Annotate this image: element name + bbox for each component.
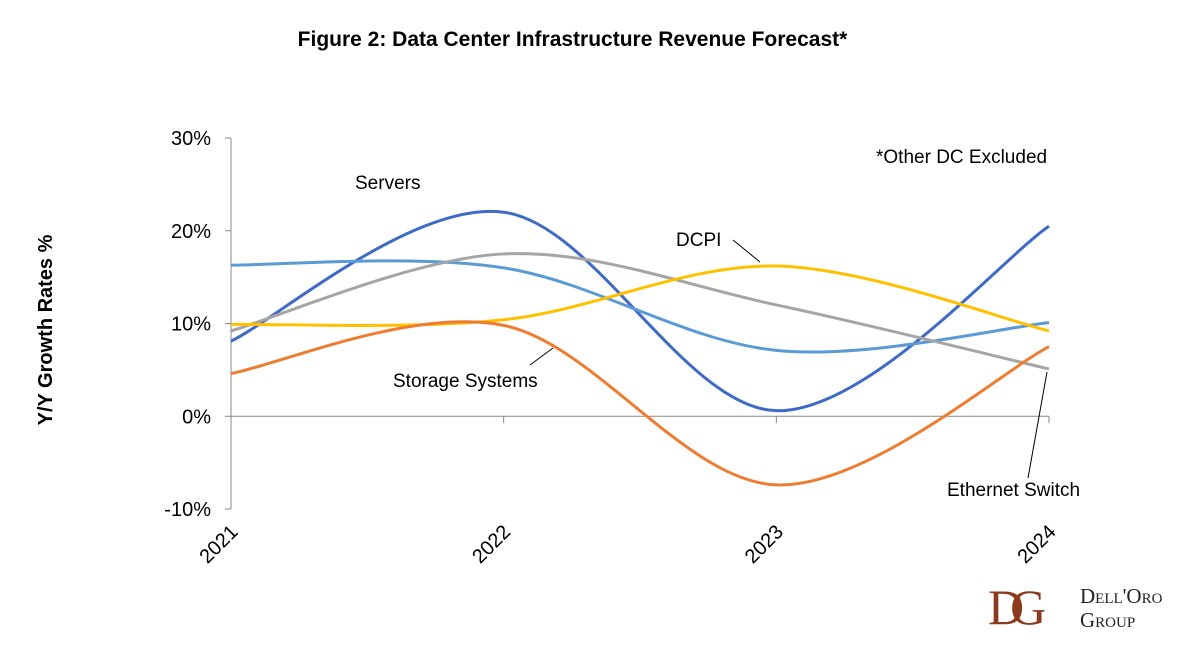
y-axis-label: Y/Y Growth Rates % bbox=[35, 234, 57, 425]
label-servers: Servers bbox=[355, 173, 420, 194]
label-storage-systems: Storage Systems bbox=[393, 371, 538, 392]
series-line-ethernet-switch bbox=[230, 252, 1050, 371]
y-tick-label: -10% bbox=[164, 499, 211, 521]
leader-ethernet-switch bbox=[1027, 371, 1048, 479]
x-tick-label: 2022 bbox=[468, 521, 515, 568]
chart-title: Figure 2: Data Center Infrastructure Rev… bbox=[297, 28, 848, 51]
x-tick-label: 2024 bbox=[1014, 521, 1061, 568]
leader-storage bbox=[529, 347, 554, 366]
leader-dcpi bbox=[732, 239, 761, 263]
logo-mark: DG bbox=[988, 579, 1046, 635]
x-tick-label: 2023 bbox=[741, 521, 788, 568]
logo-line1: Dell'Oro bbox=[1080, 584, 1163, 608]
dell-oro-group-logo: DG Dell'Oro Group bbox=[988, 579, 1162, 642]
y-tick-label: 30% bbox=[171, 128, 211, 150]
series-line-storage-systems bbox=[230, 320, 1050, 487]
series-line-servers bbox=[230, 209, 1050, 413]
note-other-dc-excluded: *Other DC Excluded bbox=[876, 147, 1047, 168]
x-tick-label: 2021 bbox=[196, 521, 243, 568]
label-ethernet-switch: Ethernet Switch bbox=[947, 480, 1080, 501]
logo-text: Dell'Oro Group bbox=[1080, 584, 1162, 632]
logo-line2: Group bbox=[1080, 608, 1136, 632]
y-tick-label: 20% bbox=[171, 221, 211, 243]
y-tick-label: 0% bbox=[182, 406, 211, 428]
label-dcpi: DCPI bbox=[676, 230, 721, 251]
series-line-dcpi bbox=[230, 264, 1050, 333]
series-line-unlabeled bbox=[230, 259, 1050, 354]
y-tick-label: 10% bbox=[171, 314, 211, 336]
